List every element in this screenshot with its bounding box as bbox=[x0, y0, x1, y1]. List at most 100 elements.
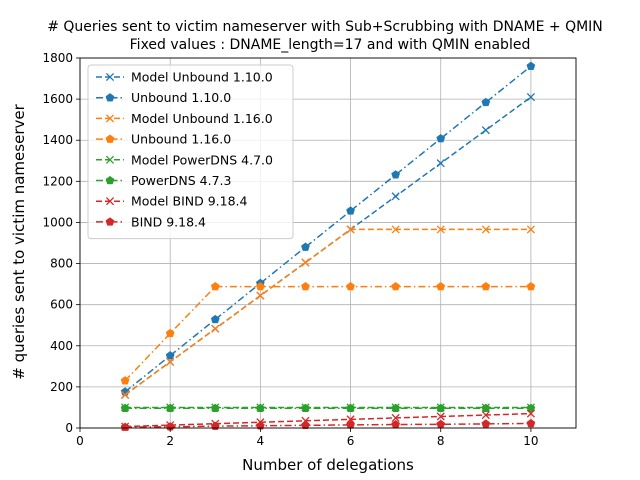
data-point bbox=[436, 412, 445, 421]
data-point bbox=[481, 419, 491, 428]
data-point bbox=[436, 403, 446, 412]
legend-marker bbox=[105, 72, 115, 82]
series-line bbox=[125, 422, 531, 428]
data-point bbox=[436, 159, 445, 168]
series-model-powerdns-4-7-0 bbox=[121, 403, 535, 412]
legend-entry: Unbound 1.16.0 bbox=[96, 132, 231, 147]
data-point bbox=[210, 403, 220, 412]
y-tick-label: 1200 bbox=[42, 174, 73, 188]
data-point bbox=[166, 357, 175, 366]
chart-title: # Queries sent to victim nameserver with… bbox=[47, 19, 603, 35]
chart-subtitle: Fixed values : DNAME_length=17 and with … bbox=[130, 37, 531, 53]
data-point bbox=[346, 415, 355, 424]
data-point bbox=[481, 126, 490, 135]
x-axis-label: Number of delegations bbox=[242, 456, 414, 474]
data-point bbox=[165, 351, 175, 360]
legend-marker bbox=[105, 134, 115, 143]
legend-box bbox=[87, 64, 294, 240]
legend-label: BIND 9.18.4 bbox=[131, 214, 206, 229]
data-point bbox=[526, 281, 536, 291]
legend-label: Unbound 1.16.0 bbox=[131, 132, 231, 147]
data-point bbox=[436, 133, 446, 143]
legend-entry: BIND 9.18.4 bbox=[96, 214, 206, 229]
legend-label: Model BIND 9.18.4 bbox=[131, 194, 248, 209]
legend-entry: Model PowerDNS 4.7.0 bbox=[96, 152, 273, 167]
data-point bbox=[211, 324, 220, 333]
series-layer bbox=[120, 61, 536, 431]
legend-marker bbox=[105, 197, 115, 206]
y-tick-label: 400 bbox=[50, 339, 73, 353]
legend-entry: Unbound 1.10.0 bbox=[96, 90, 231, 105]
legend-entry: Model Unbound 1.10.0 bbox=[96, 70, 273, 85]
data-point bbox=[255, 281, 265, 291]
legend-label: Unbound 1.10.0 bbox=[131, 90, 231, 105]
legend-entry: PowerDNS 4.7.3 bbox=[96, 173, 231, 188]
data-point bbox=[481, 403, 491, 412]
data-point bbox=[526, 418, 536, 428]
data-point bbox=[346, 225, 355, 234]
data-point bbox=[436, 419, 446, 429]
data-point bbox=[120, 403, 130, 412]
series-line bbox=[124, 228, 531, 396]
data-point bbox=[210, 281, 220, 291]
data-point bbox=[301, 403, 310, 412]
data-point bbox=[526, 92, 535, 102]
legend-marker bbox=[105, 93, 115, 102]
legend-marker bbox=[105, 114, 115, 123]
series-model-unbound-1-16-0 bbox=[121, 225, 535, 399]
data-point bbox=[526, 409, 535, 418]
series-powerdns-4-7-3 bbox=[120, 403, 536, 412]
data-point bbox=[301, 281, 310, 291]
y-axis-label: # queries sent to victim nameserver bbox=[10, 103, 28, 379]
y-tick-label: 1600 bbox=[42, 92, 73, 106]
data-point bbox=[301, 242, 310, 251]
x-tick-label: 4 bbox=[257, 434, 265, 448]
data-point bbox=[481, 97, 491, 107]
data-point bbox=[526, 225, 535, 234]
data-point bbox=[391, 225, 400, 234]
data-point bbox=[391, 413, 400, 422]
legend-label: Model Unbound 1.10.0 bbox=[131, 70, 273, 85]
y-tick-label: 200 bbox=[50, 380, 73, 394]
data-point bbox=[301, 258, 310, 267]
data-point bbox=[436, 225, 445, 234]
data-point bbox=[165, 328, 175, 338]
data-point bbox=[120, 376, 130, 385]
axes-frame bbox=[79, 57, 577, 429]
data-point bbox=[391, 403, 401, 412]
y-tick-label: 600 bbox=[50, 298, 73, 312]
axis-ticks: 0 2 4 6 8 10 0 200 400 600 800 1000 1200 1400 1600 1800 bbox=[42, 51, 538, 448]
x-tick-label: 2 bbox=[166, 434, 174, 448]
series-line bbox=[124, 285, 531, 382]
data-point bbox=[526, 403, 536, 412]
y-tick-label: 800 bbox=[50, 257, 73, 271]
data-point bbox=[120, 422, 130, 431]
y-tick-label: 1000 bbox=[42, 215, 73, 229]
y-tick-label: 1400 bbox=[42, 133, 73, 147]
series-unbound-1-16-0 bbox=[120, 281, 536, 385]
legend-marker bbox=[105, 175, 115, 185]
legend-label: Model Unbound 1.16.0 bbox=[131, 111, 273, 126]
data-point bbox=[391, 192, 400, 201]
legend-label: Model PowerDNS 4.7.0 bbox=[131, 152, 273, 167]
legend-marker bbox=[105, 155, 115, 164]
data-point bbox=[481, 225, 490, 234]
data-point bbox=[256, 291, 265, 300]
x-tick-label: 0 bbox=[76, 434, 84, 448]
data-point bbox=[346, 281, 355, 291]
legend: Model Unbound 1.10.0 Unbound 1.10.0 Model … bbox=[87, 64, 294, 240]
legend-marker bbox=[105, 217, 115, 226]
x-tick-label: 6 bbox=[347, 434, 355, 448]
data-point bbox=[165, 403, 175, 412]
x-tick-label: 10 bbox=[523, 434, 538, 448]
legend-entry: Model BIND 9.18.4 bbox=[96, 194, 248, 209]
data-point bbox=[481, 281, 491, 291]
legend-label: PowerDNS 4.7.3 bbox=[131, 173, 231, 188]
y-tick-label: 1800 bbox=[42, 51, 73, 65]
data-point bbox=[301, 420, 310, 430]
y-tick-label: 0 bbox=[65, 421, 73, 435]
data-point bbox=[391, 281, 401, 291]
data-point bbox=[481, 410, 490, 420]
data-point bbox=[255, 403, 265, 412]
